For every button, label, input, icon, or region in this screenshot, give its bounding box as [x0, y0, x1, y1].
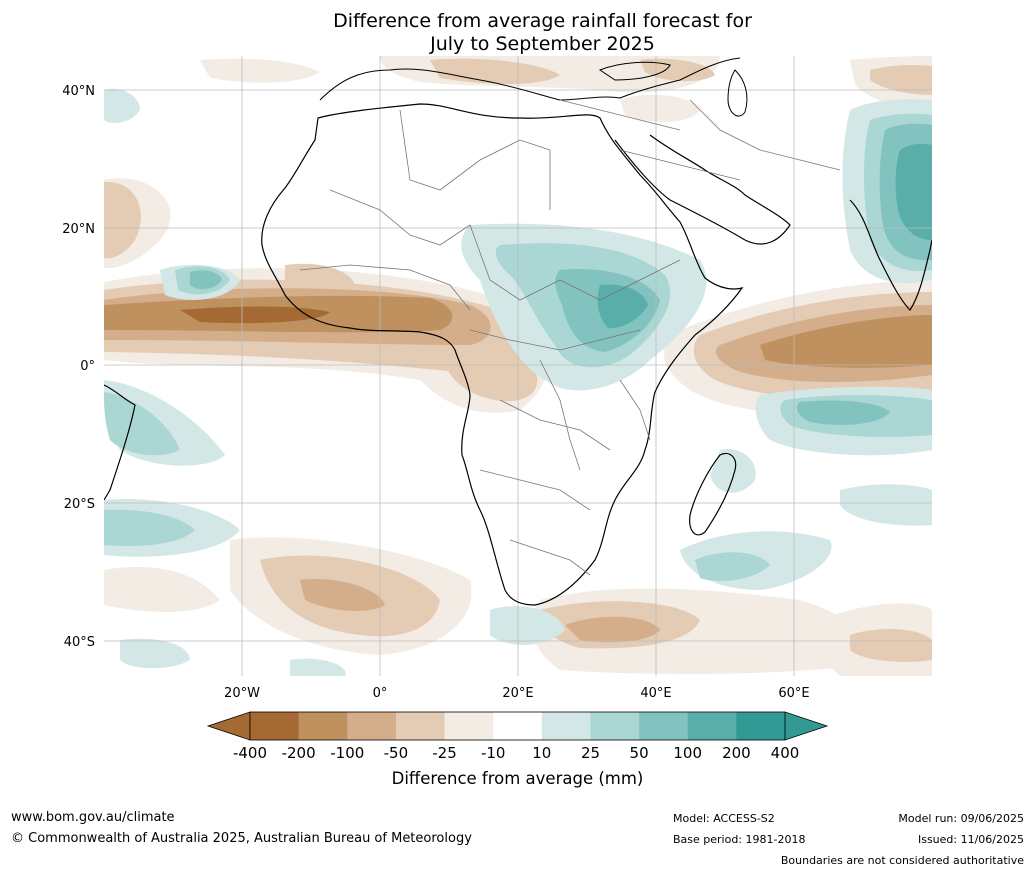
colorbar-swatch — [687, 712, 737, 740]
colorbar-label: Difference from average (mm) — [391, 769, 644, 788]
latitude-labels: 40°N 20°N 0° 20°S 40°S — [62, 84, 95, 650]
lat-label-0: 0° — [80, 359, 95, 374]
lat-label-40n: 40°N — [62, 84, 95, 99]
colorbar-swatch — [347, 712, 397, 740]
lon-label-40e: 40°E — [640, 686, 671, 701]
black-sea — [598, 61, 671, 81]
map-title: Difference from average rainfall forecas… — [0, 10, 1035, 56]
colorbar-tick: 200 — [722, 744, 751, 762]
south-america-coastline — [104, 384, 136, 501]
colorbar-swatch — [395, 712, 445, 740]
lat-label-40s: 40°S — [64, 635, 95, 650]
colorbar-swatch — [590, 712, 640, 740]
colorbar-frame — [249, 711, 786, 741]
colorbar-swatch — [298, 712, 348, 740]
colorbar-swatch — [444, 712, 494, 740]
colorbar — [206, 711, 829, 741]
website-link[interactable]: www.bom.gov.au/climate — [11, 810, 175, 825]
colorbar-tick: 50 — [629, 744, 649, 762]
colorbar-tick: -200 — [281, 744, 316, 762]
colorbar-tick: 25 — [580, 744, 601, 762]
copyright-text: © Commonwealth of Australia 2025, Austra… — [11, 831, 472, 846]
colorbar-tick: -400 — [232, 744, 268, 762]
lon-label-20e: 20°E — [502, 686, 533, 701]
title-line-2: July to September 2025 — [430, 33, 655, 55]
colorbar-swatch — [250, 712, 299, 740]
africa-coastline — [261, 103, 744, 606]
caspian-sea — [727, 69, 748, 117]
colorbar-extend-low — [206, 711, 251, 741]
longitude-labels: 20°W 0° 20°E 40°E 60°E — [224, 686, 810, 701]
colorbar-tick: 100 — [673, 744, 703, 762]
model-name: Model: ACCESS-S2 — [673, 812, 775, 825]
title-line-1: Difference from average rainfall forecas… — [333, 10, 752, 32]
colorbar-swatch — [736, 712, 786, 740]
colorbar-tick: -10 — [480, 744, 506, 762]
model-run-date: Model run: 09/06/2025 — [898, 812, 1024, 825]
lon-label-0: 0° — [373, 686, 388, 701]
issued-date: Issued: 11/06/2025 — [917, 833, 1024, 846]
country-borders — [299, 99, 841, 576]
lon-label-20w: 20°W — [224, 686, 260, 701]
lon-label-60e: 60°E — [778, 686, 809, 701]
colorbar-tick: -50 — [383, 744, 409, 762]
colorbar-tick: -25 — [432, 744, 457, 762]
graticule — [104, 56, 932, 676]
colorbar-tick: 10 — [532, 744, 552, 762]
colorbar-tick: 400 — [770, 744, 800, 762]
europe-coastline — [319, 57, 741, 101]
lat-label-20n: 20°N — [62, 222, 95, 237]
colorbar-swatches — [249, 711, 786, 741]
colorbar-extend-high — [784, 711, 829, 741]
lat-label-20s: 20°S — [64, 497, 95, 512]
arabia-coastline — [614, 134, 791, 245]
colorbar-tick: -100 — [330, 744, 365, 762]
colorbar-swatch — [541, 712, 591, 740]
dry-anomaly-extreme — [104, 295, 932, 368]
base-period: Base period: 1981-2018 — [673, 833, 806, 846]
madagascar — [689, 452, 737, 536]
colorbar-swatch — [493, 712, 543, 740]
boundaries-disclaimer: Boundaries are not considered authoritat… — [780, 854, 1024, 867]
colorbar-swatch — [639, 712, 689, 740]
india-coastline — [849, 199, 932, 311]
map-area — [104, 56, 932, 676]
